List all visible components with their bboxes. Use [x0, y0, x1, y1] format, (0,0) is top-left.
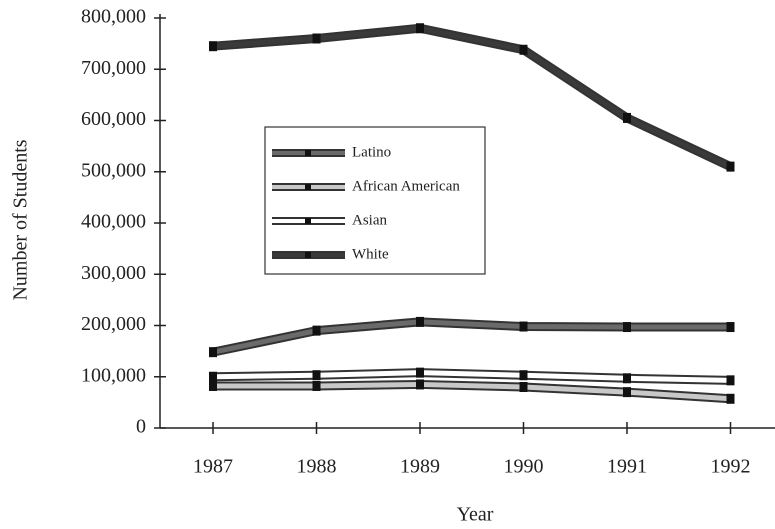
series-line — [213, 381, 731, 402]
legend-marker — [305, 150, 311, 156]
series-line — [212, 25, 732, 169]
legend-label: Asian — [352, 212, 387, 228]
legend: Latino African American Asian White — [272, 144, 460, 262]
point — [519, 370, 528, 381]
point — [623, 112, 631, 123]
point — [726, 322, 735, 333]
point — [623, 322, 631, 333]
x-tick-label: 1990 — [504, 456, 544, 478]
point — [312, 33, 321, 44]
point — [416, 23, 424, 34]
series-line — [212, 370, 731, 383]
y-tick-label: 400,000 — [81, 211, 146, 233]
point — [416, 367, 424, 378]
point — [416, 379, 424, 390]
y-tick-label: 700,000 — [81, 57, 146, 79]
point — [519, 44, 528, 55]
x-tick-label: 1988 — [297, 456, 337, 478]
y-tick-label: 0 — [136, 416, 146, 438]
x-tick-label: 1989 — [400, 456, 440, 478]
point — [726, 375, 735, 386]
x-axis-label: Year — [457, 504, 494, 526]
point — [623, 387, 631, 398]
series-line — [212, 319, 731, 355]
point — [416, 316, 424, 327]
point — [726, 393, 735, 404]
point — [726, 161, 735, 172]
legend-marker — [305, 184, 311, 190]
legend-label: Latino — [352, 144, 391, 160]
y-tick-label: 200,000 — [81, 313, 146, 335]
legend-marker — [305, 218, 311, 224]
y-tick-label: 600,000 — [81, 108, 146, 130]
y-tick-label: 100,000 — [81, 364, 146, 386]
y-tick-label: 800,000 — [81, 6, 146, 28]
point — [209, 347, 217, 358]
point — [209, 41, 217, 52]
point — [312, 380, 321, 391]
x-tick-label: 1992 — [711, 456, 751, 478]
legend-label: White — [352, 246, 389, 262]
point — [209, 380, 217, 391]
legend-label: African American — [352, 178, 460, 194]
legend-marker — [305, 252, 311, 258]
y-axis-label: Number of Students — [10, 139, 32, 300]
y-tick-label: 500,000 — [81, 159, 146, 181]
y-tick-label: 300,000 — [81, 262, 146, 284]
x-tick-label: 1991 — [607, 456, 647, 478]
x-tick-label: 1987 — [193, 456, 233, 478]
point — [623, 373, 631, 384]
point — [519, 321, 528, 332]
point — [209, 371, 217, 382]
point — [312, 370, 321, 381]
point — [519, 382, 528, 392]
point — [312, 325, 321, 336]
